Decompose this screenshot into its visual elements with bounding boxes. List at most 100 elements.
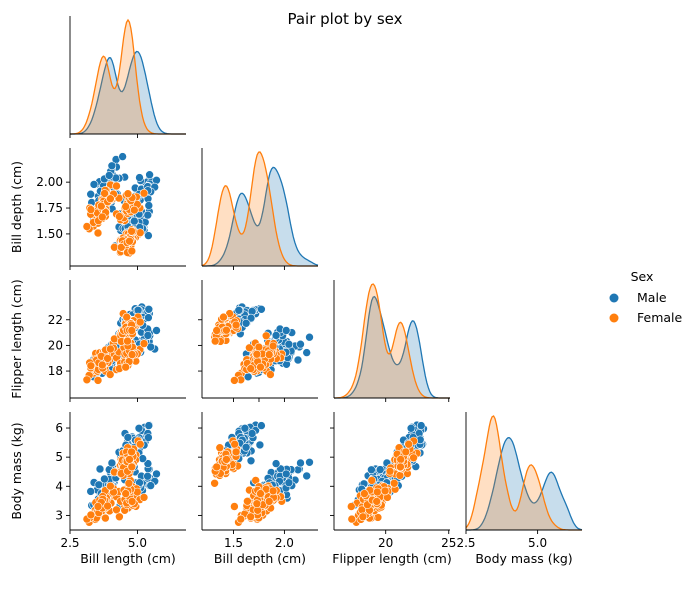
point-male bbox=[406, 423, 416, 433]
point-female bbox=[236, 514, 246, 524]
point-female bbox=[230, 502, 239, 511]
point-male bbox=[134, 423, 144, 433]
point-male bbox=[86, 487, 95, 496]
y-axis-label-flipper_length: Flipper length (cm) bbox=[9, 279, 24, 398]
point-male bbox=[246, 313, 256, 323]
point-female bbox=[127, 462, 137, 472]
point-female bbox=[222, 455, 231, 464]
point-female bbox=[215, 443, 225, 453]
point-female bbox=[135, 439, 145, 449]
point-female bbox=[246, 364, 255, 373]
kde-fill-female-flipper_length bbox=[334, 284, 450, 398]
point-female bbox=[127, 447, 136, 457]
point-male bbox=[305, 332, 314, 342]
y-tick-label: 2.00 bbox=[36, 175, 63, 189]
kde-line-male-bill_depth bbox=[202, 166, 319, 267]
point-female bbox=[93, 502, 103, 511]
x-axis-label-bill_depth: Bill depth (cm) bbox=[214, 551, 306, 566]
point-male bbox=[86, 189, 95, 199]
y-tick-label: 3 bbox=[55, 508, 63, 522]
panel-body_mass-vs-body_mass: 2.5 5.0 bbox=[456, 412, 583, 550]
point-female bbox=[212, 326, 221, 335]
point-male bbox=[144, 201, 154, 210]
point-female bbox=[86, 361, 96, 371]
panel-flipper_length-vs-bill_depth bbox=[198, 280, 318, 402]
y-tick-label: 18 bbox=[48, 364, 63, 378]
point-female bbox=[268, 341, 278, 351]
legend: Sex Male Female bbox=[609, 269, 683, 325]
panel-flipper_length-vs-flipper_length bbox=[333, 280, 450, 402]
point-male bbox=[144, 433, 153, 442]
y-tick-label: 22 bbox=[48, 313, 63, 327]
point-female bbox=[106, 481, 115, 491]
x-tick-label: 2.5 bbox=[456, 536, 475, 550]
panel-bill_depth-vs-bill_length: 1.50 1.75 2.00 bbox=[36, 148, 186, 270]
point-female bbox=[100, 189, 109, 198]
y-tick-label: 4 bbox=[55, 479, 63, 493]
point-female bbox=[385, 466, 395, 476]
point-female bbox=[121, 489, 130, 498]
point-female bbox=[98, 212, 107, 222]
point-female bbox=[401, 447, 411, 457]
point-male bbox=[305, 457, 314, 467]
point-female bbox=[243, 496, 252, 506]
x-tick-label: 1.5 bbox=[224, 536, 243, 550]
point-male bbox=[375, 465, 385, 474]
point-female bbox=[125, 455, 134, 464]
point-female bbox=[372, 487, 382, 497]
y-tick-label: 1.75 bbox=[36, 201, 63, 215]
point-female bbox=[121, 202, 130, 211]
point-female bbox=[372, 497, 382, 506]
point-male bbox=[104, 171, 114, 180]
point-male bbox=[281, 326, 291, 335]
point-female bbox=[395, 471, 405, 480]
point-female bbox=[347, 514, 357, 524]
y-axis-label-body_mass: Body mass (kg) bbox=[9, 422, 24, 519]
panel-body_mass-vs-flipper_length: 20 25 bbox=[330, 412, 456, 550]
point-female bbox=[358, 512, 368, 522]
point-female bbox=[106, 344, 115, 354]
point-female bbox=[231, 320, 241, 330]
kde-fill-female-body_mass bbox=[466, 416, 582, 530]
kde-fill-male-flipper_length bbox=[334, 296, 450, 398]
point-female bbox=[404, 439, 414, 449]
kde-fill-female-bill_length bbox=[70, 20, 186, 134]
point-male bbox=[241, 318, 251, 328]
point-female bbox=[346, 502, 356, 511]
point-female bbox=[256, 362, 265, 372]
x-tick-label: 5.0 bbox=[528, 536, 547, 550]
point-female bbox=[93, 228, 103, 238]
y-tick-label: 20 bbox=[48, 338, 63, 352]
kde-line-male-flipper_length bbox=[334, 295, 450, 399]
point-male bbox=[143, 459, 153, 468]
point-male bbox=[234, 305, 244, 315]
legend-title: Sex bbox=[631, 269, 654, 284]
panel-body_mass-vs-bill_depth: 1.5 2.0 bbox=[198, 412, 318, 550]
point-female bbox=[82, 222, 92, 231]
point-female bbox=[230, 439, 239, 449]
point-male bbox=[144, 313, 153, 322]
kde-fill-male-bill_depth bbox=[202, 167, 318, 266]
point-male bbox=[271, 459, 281, 468]
point-female bbox=[261, 331, 271, 341]
point-male bbox=[135, 173, 144, 182]
point-male bbox=[152, 469, 161, 479]
point-male bbox=[143, 331, 153, 340]
point-female bbox=[101, 513, 110, 523]
kde-line-female-body_mass bbox=[465, 415, 582, 531]
point-male bbox=[146, 342, 155, 352]
point-male bbox=[95, 464, 105, 474]
point-male bbox=[107, 458, 117, 468]
point-female bbox=[115, 212, 124, 221]
point-female bbox=[396, 462, 405, 472]
x-axis-label-body_mass: Body mass (kg) bbox=[475, 551, 572, 566]
point-female bbox=[409, 453, 418, 463]
point-female bbox=[210, 478, 219, 488]
x-tick-label: 25 bbox=[441, 536, 456, 550]
point-female bbox=[210, 336, 220, 346]
x-tick-label: 5.0 bbox=[128, 536, 147, 550]
point-male bbox=[144, 421, 154, 430]
point-female bbox=[127, 497, 137, 506]
point-female bbox=[380, 486, 390, 496]
point-male bbox=[94, 480, 104, 490]
